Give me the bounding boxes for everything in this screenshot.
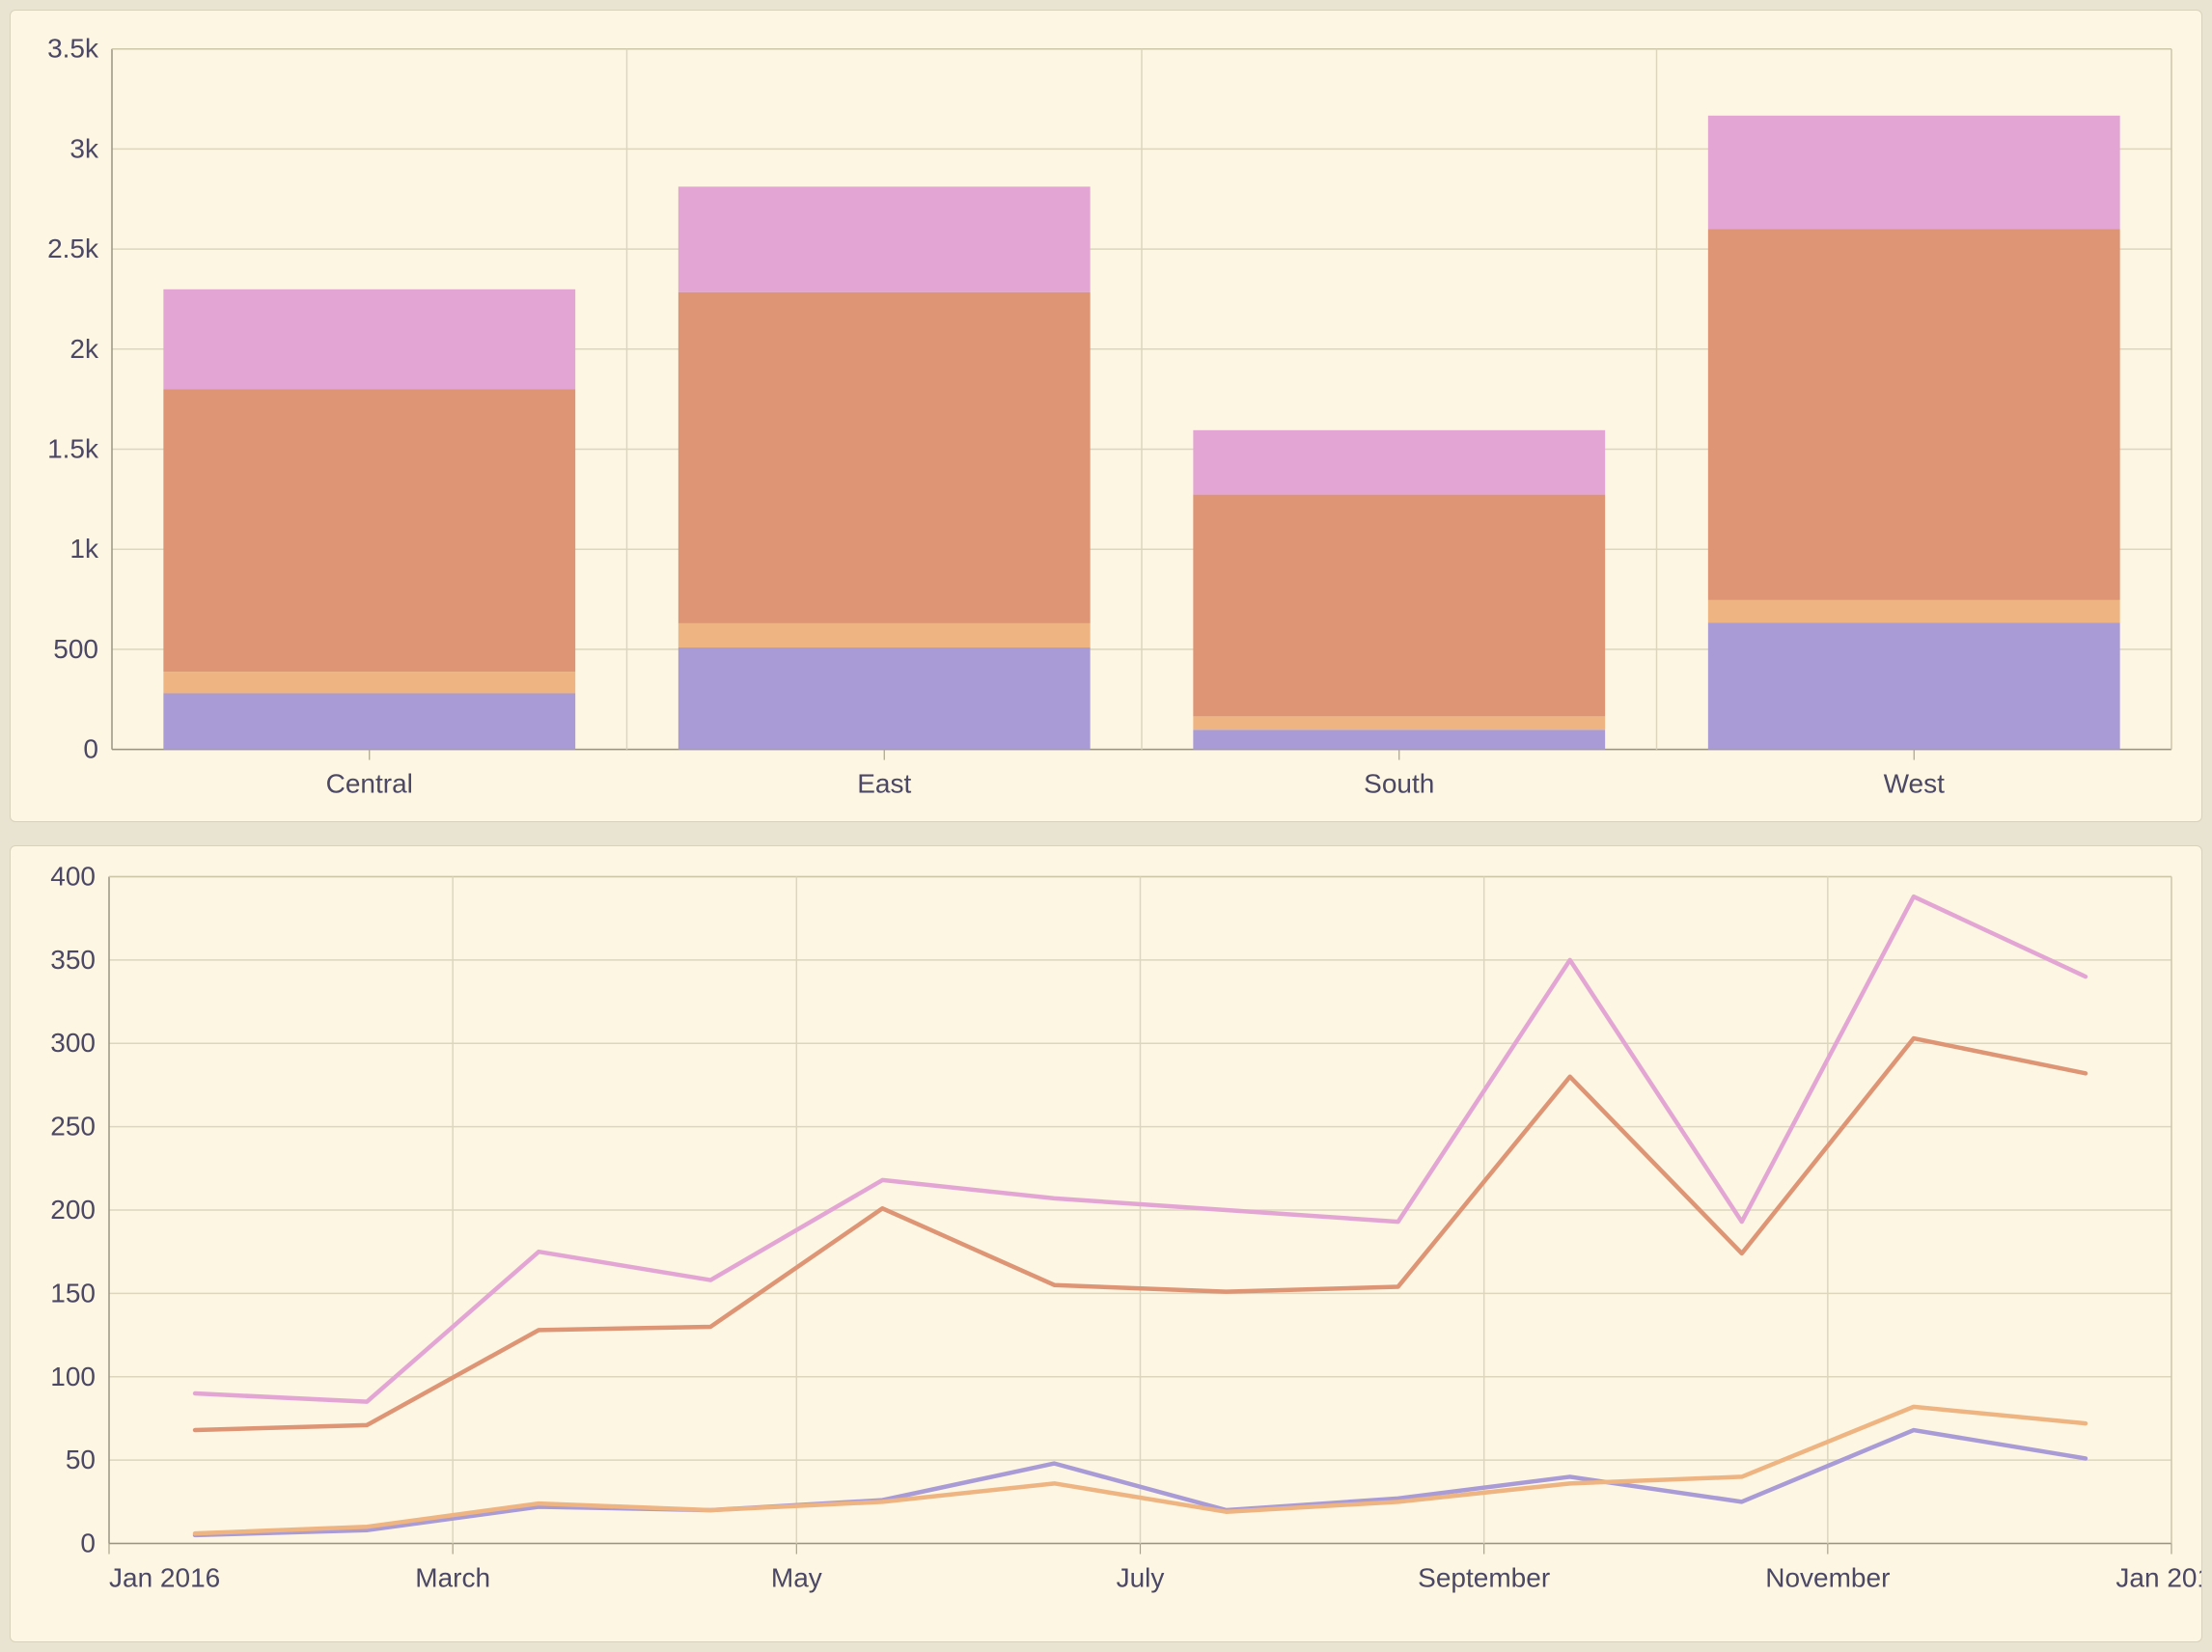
- svg-text:350: 350: [50, 945, 96, 975]
- svg-text:0: 0: [80, 1528, 96, 1558]
- svg-text:100: 100: [50, 1362, 96, 1391]
- svg-text:March: March: [415, 1563, 490, 1593]
- svg-text:300: 300: [50, 1028, 96, 1058]
- svg-text:Jan 2016: Jan 2016: [109, 1563, 220, 1593]
- svg-text:September: September: [1418, 1563, 1550, 1593]
- svg-text:East: East: [857, 769, 911, 799]
- svg-text:1.5k: 1.5k: [47, 434, 99, 464]
- svg-text:200: 200: [50, 1195, 96, 1225]
- svg-text:South: South: [1364, 769, 1434, 799]
- svg-text:Central: Central: [326, 769, 413, 799]
- svg-text:150: 150: [50, 1278, 96, 1308]
- svg-text:3k: 3k: [69, 133, 99, 163]
- svg-text:0: 0: [83, 734, 98, 764]
- svg-text:250: 250: [50, 1112, 96, 1142]
- svg-text:2.5k: 2.5k: [47, 234, 99, 263]
- svg-text:West: West: [1884, 769, 1945, 799]
- svg-text:1k: 1k: [69, 534, 99, 564]
- svg-text:2k: 2k: [69, 334, 99, 364]
- svg-text:400: 400: [50, 861, 96, 891]
- svg-text:November: November: [1765, 1563, 1890, 1593]
- svg-text:July: July: [1117, 1563, 1165, 1593]
- svg-text:500: 500: [53, 634, 98, 664]
- svg-text:Jan 2017: Jan 2017: [2115, 1563, 2202, 1593]
- svg-text:3.5k: 3.5k: [47, 34, 99, 64]
- svg-text:May: May: [771, 1563, 822, 1593]
- svg-text:50: 50: [66, 1445, 96, 1474]
